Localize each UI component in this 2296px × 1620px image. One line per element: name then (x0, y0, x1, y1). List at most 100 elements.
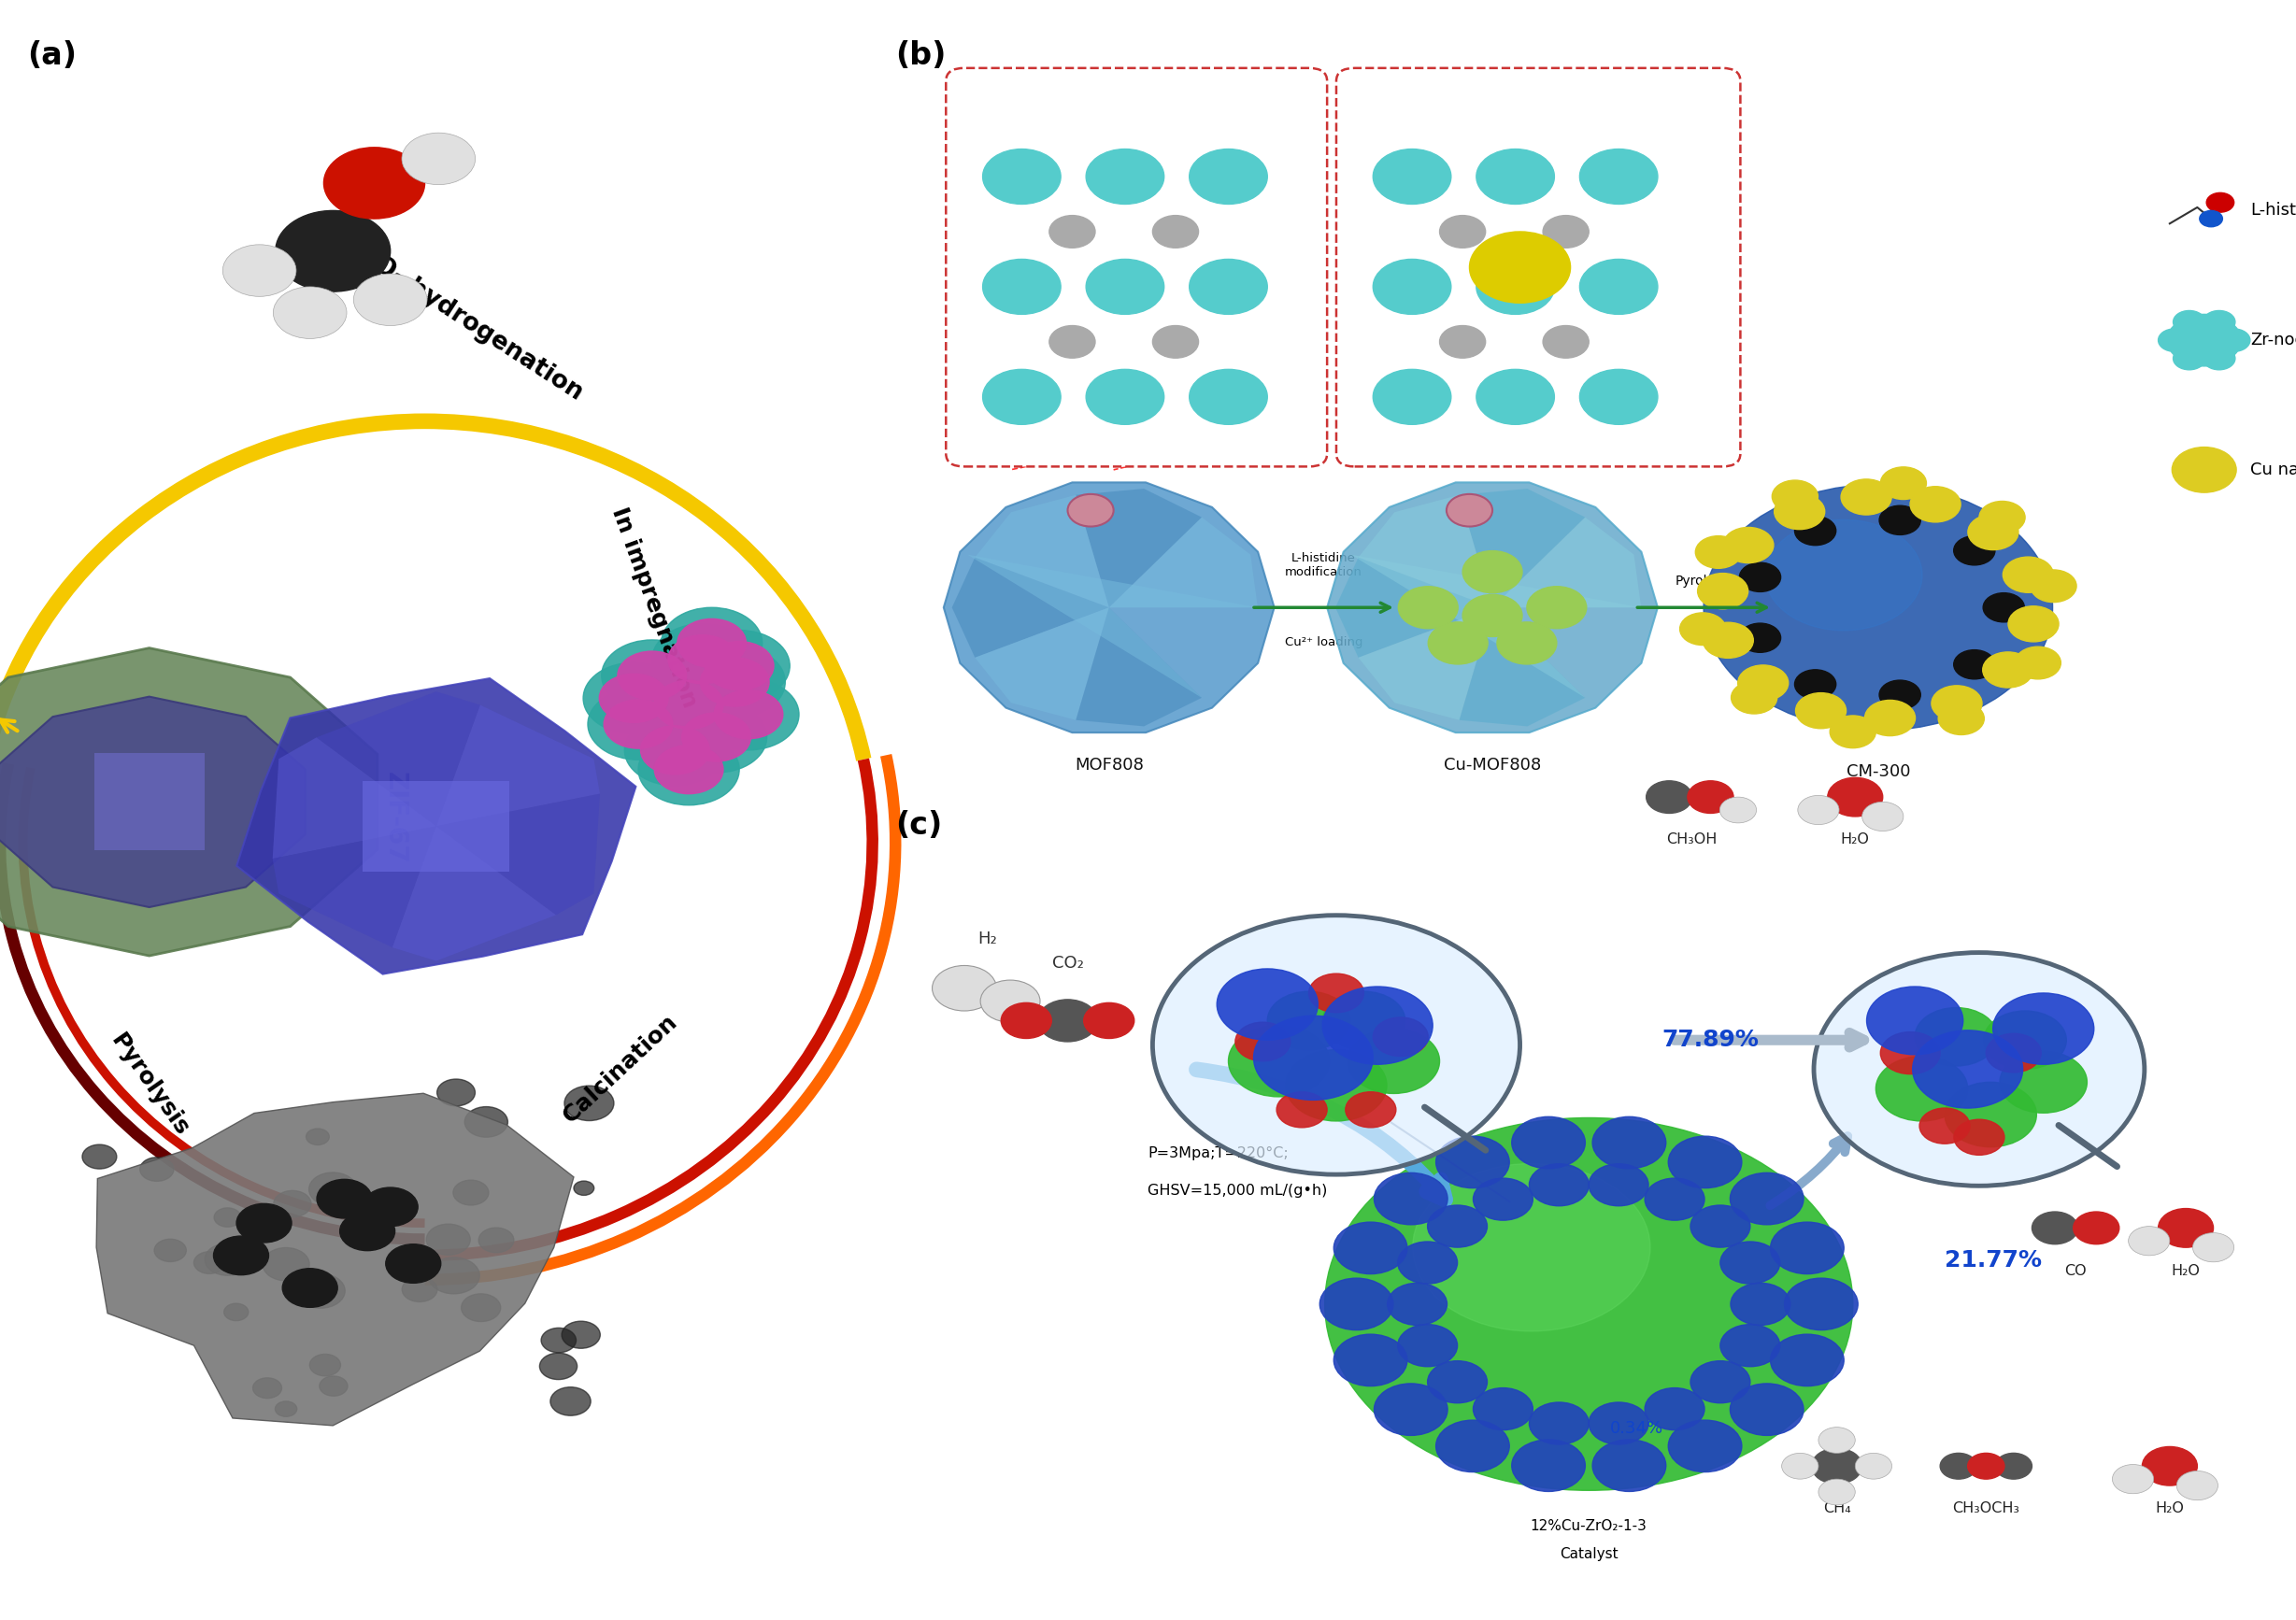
Circle shape (273, 1191, 312, 1217)
Circle shape (282, 1268, 338, 1307)
Circle shape (1862, 802, 1903, 831)
Circle shape (1435, 1136, 1508, 1187)
Circle shape (317, 1179, 372, 1218)
Circle shape (1373, 1017, 1428, 1056)
Circle shape (682, 713, 751, 761)
Circle shape (1704, 622, 1754, 658)
Circle shape (273, 287, 347, 339)
Circle shape (1589, 1163, 1649, 1205)
Text: ZIF-67: ZIF-67 (381, 773, 409, 863)
Polygon shape (967, 554, 1258, 698)
Circle shape (1968, 1453, 2004, 1479)
Circle shape (2009, 606, 2060, 642)
Text: CH₃OCH₃: CH₃OCH₃ (1952, 1502, 2020, 1516)
Circle shape (1476, 259, 1554, 314)
Polygon shape (393, 826, 556, 961)
Text: Catalyst: Catalyst (1559, 1547, 1619, 1562)
Text: Calcination: Calcination (558, 1011, 682, 1128)
Circle shape (1580, 149, 1658, 204)
Polygon shape (1327, 483, 1658, 732)
Circle shape (1818, 1427, 1855, 1453)
Circle shape (2193, 1233, 2234, 1262)
Circle shape (140, 1157, 174, 1181)
Circle shape (1954, 650, 1995, 679)
Polygon shape (236, 679, 636, 974)
Circle shape (461, 1294, 501, 1322)
Circle shape (1954, 536, 1995, 565)
Circle shape (1068, 494, 1114, 527)
Circle shape (1217, 969, 1318, 1040)
Circle shape (700, 658, 769, 706)
FancyBboxPatch shape (946, 68, 1327, 467)
Text: H₂: H₂ (978, 932, 996, 948)
Polygon shape (363, 781, 510, 872)
Text: Zr-node: Zr-node (2250, 332, 2296, 348)
Circle shape (1784, 1278, 1857, 1330)
Circle shape (1228, 1025, 1329, 1097)
Circle shape (983, 369, 1061, 424)
Circle shape (2172, 447, 2236, 492)
FancyBboxPatch shape (1336, 68, 1740, 467)
Circle shape (932, 966, 996, 1011)
Circle shape (698, 679, 799, 750)
Circle shape (604, 700, 673, 748)
Circle shape (253, 1379, 282, 1398)
Circle shape (1474, 1178, 1534, 1220)
Circle shape (324, 147, 425, 219)
Circle shape (2000, 1051, 2087, 1113)
Circle shape (983, 149, 1061, 204)
Polygon shape (976, 496, 1109, 608)
Circle shape (1428, 1361, 1488, 1403)
Text: MOF808: MOF808 (1075, 757, 1143, 773)
Circle shape (1469, 232, 1570, 303)
Circle shape (1497, 622, 1557, 664)
Circle shape (2202, 347, 2234, 369)
Circle shape (714, 690, 783, 739)
Circle shape (193, 1252, 225, 1273)
Circle shape (1766, 520, 1922, 630)
Circle shape (1038, 1000, 1097, 1042)
Circle shape (1830, 716, 1876, 748)
Circle shape (276, 211, 390, 292)
Circle shape (1476, 369, 1554, 424)
Circle shape (1474, 1388, 1534, 1430)
Circle shape (599, 674, 668, 723)
Text: Cu-MOF808: Cu-MOF808 (1444, 757, 1541, 773)
Circle shape (689, 630, 790, 701)
Circle shape (1086, 149, 1164, 204)
Circle shape (588, 688, 689, 760)
Circle shape (1286, 1050, 1387, 1121)
Polygon shape (1336, 557, 1492, 658)
Circle shape (1580, 369, 1658, 424)
Circle shape (2167, 314, 2241, 366)
Polygon shape (436, 794, 599, 915)
Circle shape (1731, 1173, 1805, 1225)
Circle shape (1334, 1335, 1407, 1387)
Polygon shape (1077, 608, 1201, 726)
Circle shape (464, 1106, 507, 1137)
Text: In impregnation: In impregnation (608, 504, 700, 711)
Circle shape (2002, 557, 2053, 593)
Circle shape (618, 651, 687, 700)
Circle shape (262, 1247, 310, 1281)
Circle shape (1001, 1003, 1052, 1038)
Text: CO₂ hydrogenation: CO₂ hydrogenation (354, 243, 588, 405)
Circle shape (1387, 1283, 1446, 1325)
Circle shape (583, 663, 684, 734)
Circle shape (2177, 1471, 2218, 1500)
Circle shape (1938, 703, 1984, 735)
Circle shape (2158, 1209, 2213, 1247)
Circle shape (214, 1209, 241, 1226)
Circle shape (1373, 1173, 1446, 1225)
Circle shape (565, 1085, 613, 1121)
Circle shape (310, 1173, 356, 1207)
Text: H₂O: H₂O (2172, 1264, 2200, 1278)
Circle shape (1880, 467, 1926, 499)
Circle shape (1049, 215, 1095, 248)
Polygon shape (953, 557, 1109, 658)
Circle shape (638, 669, 739, 740)
Circle shape (1669, 1136, 1743, 1187)
Circle shape (2172, 311, 2204, 334)
Circle shape (1189, 149, 1267, 204)
Circle shape (1740, 624, 1782, 653)
